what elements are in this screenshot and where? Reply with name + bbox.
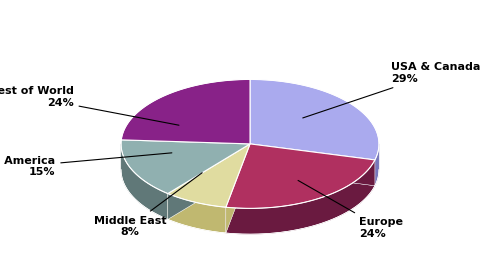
Polygon shape: [121, 144, 168, 219]
Polygon shape: [122, 79, 250, 144]
Polygon shape: [375, 144, 379, 186]
Text: S. America
15%: S. America 15%: [0, 153, 172, 177]
Polygon shape: [226, 144, 250, 233]
Text: USA & Canada
29%: USA & Canada 29%: [303, 62, 480, 118]
Text: Rest of World
24%: Rest of World 24%: [0, 86, 179, 125]
Polygon shape: [250, 144, 375, 186]
Polygon shape: [226, 144, 375, 208]
Polygon shape: [250, 144, 375, 186]
Polygon shape: [226, 144, 250, 233]
Polygon shape: [168, 144, 250, 219]
Polygon shape: [226, 160, 375, 234]
Polygon shape: [250, 79, 379, 160]
Polygon shape: [121, 140, 250, 194]
Text: Middle East
8%: Middle East 8%: [94, 173, 202, 237]
Polygon shape: [168, 144, 250, 219]
Text: Europe
24%: Europe 24%: [298, 181, 403, 238]
Polygon shape: [168, 194, 226, 233]
Polygon shape: [168, 144, 250, 207]
